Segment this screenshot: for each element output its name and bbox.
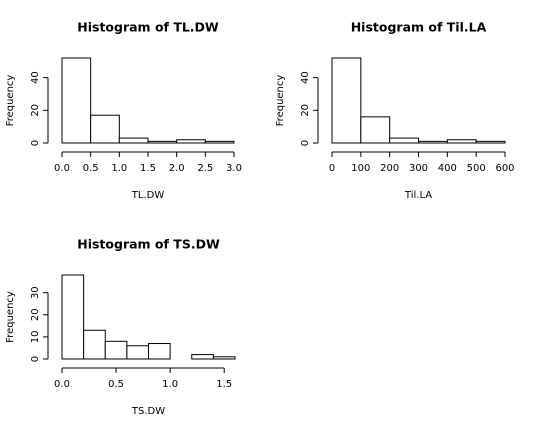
bar (204, 140, 235, 144)
x-tick-label: 1.0 (111, 163, 127, 174)
x-tick-label: 0.0 (54, 163, 70, 174)
x-axis-label: TL.DW (131, 190, 165, 201)
bar (118, 137, 149, 144)
x-tick-label: 600 (495, 163, 514, 174)
x-tick-label: 0.0 (54, 379, 70, 390)
x-axis-label: TS.DW (131, 406, 165, 417)
x-tick-label: 1.5 (140, 163, 156, 174)
x-tick-label: 100 (351, 163, 370, 174)
y-tick-label: 40 (300, 71, 311, 84)
x-tick-label: 0.5 (108, 379, 124, 390)
y-tick-label: 20 (30, 104, 41, 117)
x-tick-label: 0.5 (83, 163, 99, 174)
x-tick-label: 500 (467, 163, 486, 174)
x-tick-label: 2.0 (169, 163, 185, 174)
x-tick-label: 1.0 (162, 379, 178, 390)
y-tick-label: 30 (30, 286, 41, 299)
x-tick-label: 3.0 (226, 163, 242, 174)
bar (83, 329, 106, 360)
bar (90, 114, 120, 144)
y-tick-label: 0 (30, 140, 41, 146)
bar (104, 340, 128, 360)
bar (446, 139, 477, 144)
chart-title: Histogram of Til.LA (351, 20, 487, 35)
y-tick-label: 20 (30, 308, 41, 321)
bar (126, 345, 149, 360)
bar (176, 139, 206, 144)
chart-title: Histogram of TS.DW (77, 237, 220, 252)
y-axis-label: Frequency (275, 75, 286, 127)
x-tick-label: 200 (380, 163, 399, 174)
y-tick-label: 0 (30, 356, 41, 362)
bar (389, 137, 419, 144)
bar (147, 140, 178, 144)
y-tick-label: 10 (30, 331, 41, 344)
x-tick-label: 2.5 (197, 163, 213, 174)
bar (61, 274, 85, 360)
x-tick-label: 400 (438, 163, 457, 174)
bar (475, 140, 506, 144)
x-tick-label: 0 (329, 163, 335, 174)
y-tick-label: 20 (300, 104, 311, 117)
y-axis-label: Frequency (5, 75, 16, 127)
y-tick-label: 40 (30, 71, 41, 84)
x-tick-label: 1.5 (216, 379, 232, 390)
bar (148, 343, 171, 360)
bar (61, 57, 92, 144)
bar (191, 354, 214, 360)
chart-title: Histogram of TL.DW (77, 20, 219, 35)
bar (360, 116, 391, 144)
bar (212, 356, 236, 360)
y-tick-label: 0 (300, 140, 311, 146)
x-axis-label: Til.LA (404, 190, 432, 201)
y-axis-label: Frequency (5, 291, 16, 343)
bar (331, 57, 362, 144)
bar (418, 140, 448, 144)
x-tick-label: 300 (409, 163, 428, 174)
